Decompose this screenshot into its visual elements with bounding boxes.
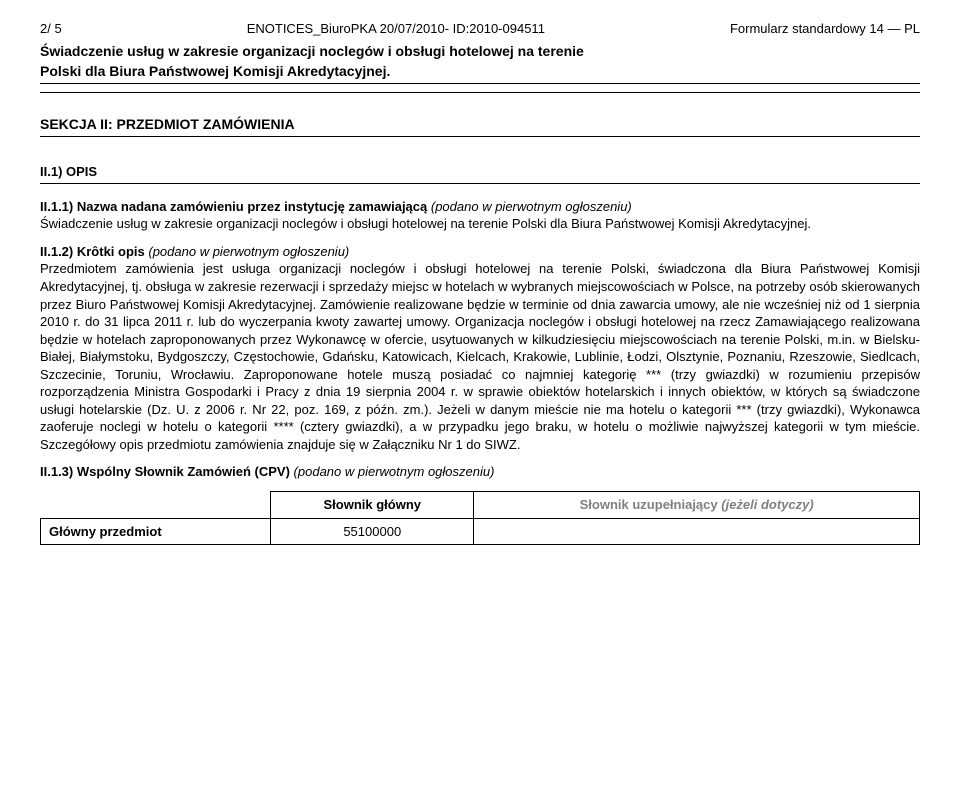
title-rule-2 [40,92,920,93]
doc-title-line1: Świadczenie usług w zakresie organizacji… [40,42,920,61]
doc-title-line2: Polski dla Biura Państwowej Komisji Akre… [40,62,920,81]
cpv-row-value: 55100000 [271,518,474,545]
cpv-row-label: Główny przedmiot [41,518,271,545]
ii-1-2-text: Przedmiotem zamówienia jest usługa organ… [40,261,920,451]
cpv-col2-header-paren: (jeżeli dotyczy) [721,497,813,512]
page-container: 2/ 5 ENOTICES_BiuroPKA 20/07/2010- ID:20… [0,0,960,565]
opis-rule [40,183,920,184]
ii-1-1-label: II.1.1) Nazwa nadana zamówieniu przez in… [40,199,427,214]
title-rule-1 [40,83,920,84]
ii-1-2-label: II.1.2) Krôtki opis [40,244,145,259]
ii-1-1-paren: (podano w pierwotnym ogłoszeniu) [431,199,632,214]
ii-1-3-paren: (podano w pierwotnym ogłoszeniu) [294,464,495,479]
cpv-table: Słownik główny Słownik uzupełniający (je… [40,491,920,545]
ii-1-opis-heading: II.1) OPIS [40,163,920,181]
header-right: Formularz standardowy 14 — PL [730,20,920,38]
ii-1-2-block: II.1.2) Krôtki opis (podano w pierwotnym… [40,243,920,454]
cpv-col1-header: Słownik główny [271,491,474,518]
cpv-row-supplementary [474,518,920,545]
ii-1-1-block: II.1.1) Nazwa nadana zamówieniu przez in… [40,198,920,233]
cpv-blank-header [41,491,271,518]
cpv-data-row: Główny przedmiot 55100000 [41,518,920,545]
header-left: 2/ 5 [40,20,62,38]
ii-1-2-paren: (podano w pierwotnym ogłoszeniu) [148,244,349,259]
page-header: 2/ 5 ENOTICES_BiuroPKA 20/07/2010- ID:20… [40,20,920,38]
ii-1-3-label: II.1.3) Wspólny Słownik Zamówień (CPV) [40,464,290,479]
header-center: ENOTICES_BiuroPKA 20/07/2010- ID:2010-09… [247,20,545,38]
ii-1-3-block: II.1.3) Wspólny Słownik Zamówień (CPV) (… [40,463,920,481]
cpv-col2-header-main: Słownik uzupełniający [580,497,718,512]
ii-1-1-text: Świadczenie usług w zakresie organizacji… [40,216,811,231]
section-ii-heading: SEKCJA II: PRZEDMIOT ZAMÓWIENIA [40,115,920,134]
cpv-header-row: Słownik główny Słownik uzupełniający (je… [41,491,920,518]
section-rule [40,136,920,137]
cpv-col2-header: Słownik uzupełniający (jeżeli dotyczy) [474,491,920,518]
